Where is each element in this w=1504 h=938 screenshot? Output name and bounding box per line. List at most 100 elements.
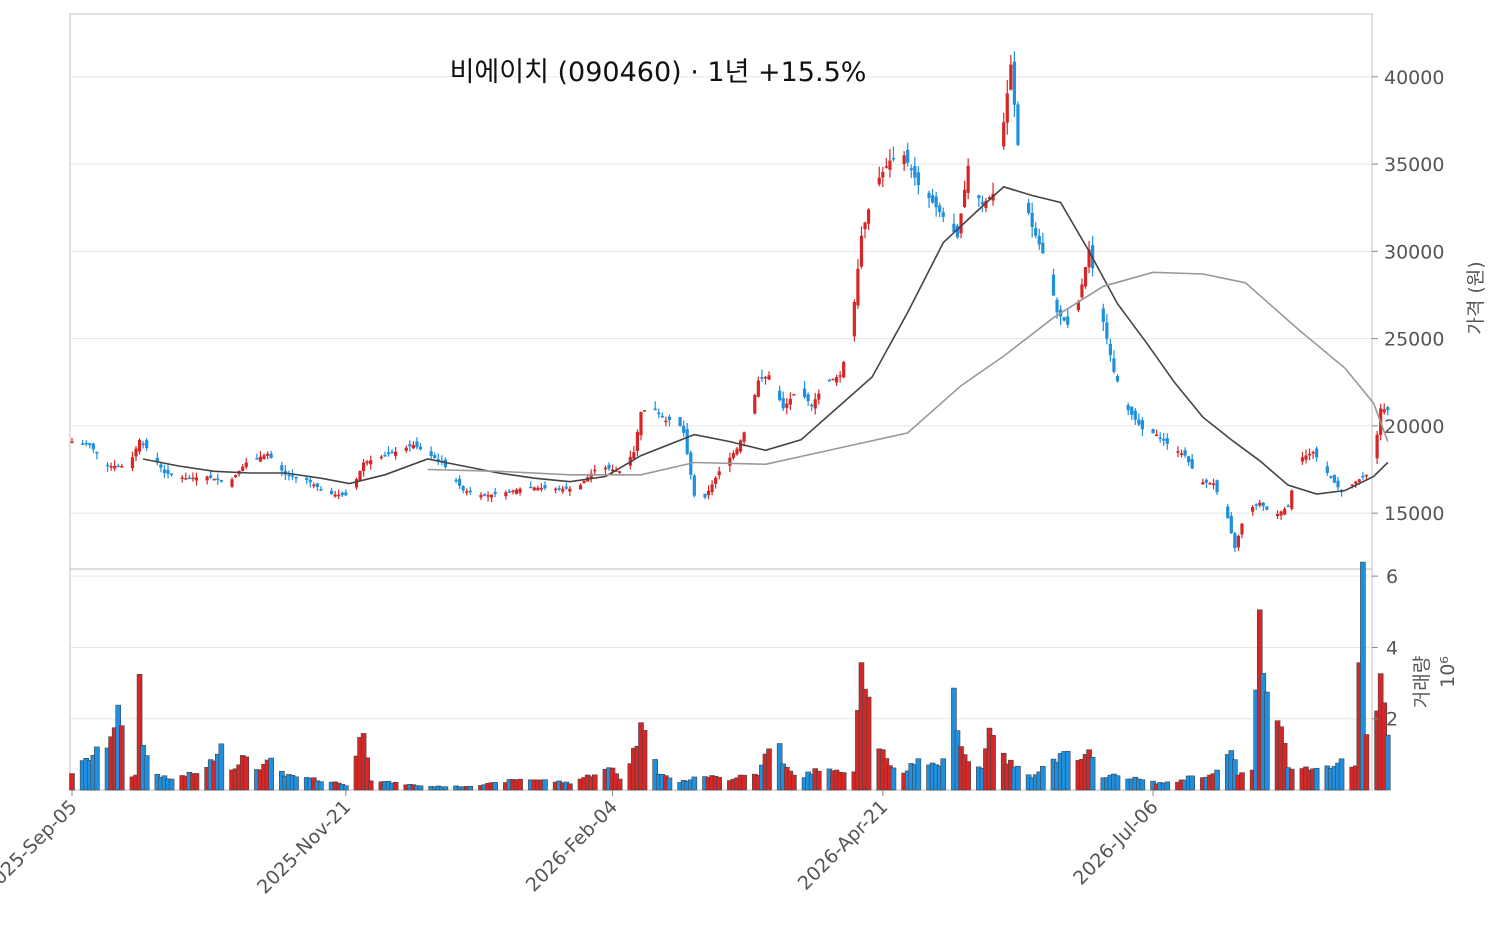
candle-body xyxy=(1357,479,1361,482)
candle-body xyxy=(479,494,483,498)
candle-body xyxy=(369,460,373,465)
volume-bar xyxy=(467,785,474,791)
candle-body xyxy=(810,404,814,407)
candle-body xyxy=(230,479,234,487)
candle-body xyxy=(902,155,906,165)
candle-body xyxy=(678,417,682,426)
candle-body xyxy=(909,168,913,171)
candle-body xyxy=(159,464,163,468)
candle-body xyxy=(468,490,472,493)
candle-body xyxy=(184,478,188,480)
candle-body xyxy=(536,487,540,491)
candle-body xyxy=(180,477,184,479)
volume-bar xyxy=(1360,561,1366,791)
price-tick-label: 25000 xyxy=(1384,329,1444,351)
candle-body xyxy=(1226,506,1230,519)
volume-bar xyxy=(641,730,648,791)
volume-bar xyxy=(691,776,698,791)
candle-body xyxy=(1325,466,1329,474)
volume-bar xyxy=(367,780,374,791)
candle-body xyxy=(934,196,938,208)
candle-body xyxy=(1041,242,1045,254)
candle-body xyxy=(888,160,892,170)
candle-body xyxy=(95,451,99,454)
candle-body xyxy=(1261,502,1265,507)
candle-body xyxy=(1027,202,1031,213)
candle-body xyxy=(785,403,789,408)
volume-bar xyxy=(915,758,922,791)
price-axis-title: 가격 (원) xyxy=(1465,261,1487,334)
candle-body xyxy=(305,477,309,480)
candle-body xyxy=(1336,480,1340,488)
price-tick-label: 40000 xyxy=(1384,67,1444,89)
candle-body xyxy=(778,390,782,401)
candle-body xyxy=(987,197,992,200)
volume-bar xyxy=(1214,769,1220,791)
candle-body xyxy=(543,485,547,489)
volume-bar xyxy=(364,757,370,791)
candle-body xyxy=(1034,228,1038,236)
candle-body xyxy=(1251,507,1255,512)
volume-bar xyxy=(1281,743,1288,791)
chart-title: 비에이치 (090460) · 1년 +15.5% xyxy=(450,57,867,88)
volume-bar xyxy=(1338,758,1345,791)
volume-tick-label: 4 xyxy=(1386,637,1398,659)
candle-body xyxy=(1101,308,1105,323)
candle-body xyxy=(1254,504,1258,506)
candle-body xyxy=(682,425,686,433)
volume-bar xyxy=(243,756,250,791)
candle-body xyxy=(1236,535,1241,548)
candle-body xyxy=(187,477,191,480)
candle-body xyxy=(842,361,846,378)
volume-bar xyxy=(517,778,523,791)
candle-body xyxy=(657,412,661,415)
candle-body xyxy=(105,464,110,467)
volume-bar xyxy=(417,785,424,791)
volume-bar xyxy=(1164,781,1171,791)
candle-body xyxy=(760,377,764,379)
volume-bar xyxy=(990,734,996,791)
candle-body xyxy=(518,488,522,493)
candle-body xyxy=(130,457,135,469)
volume-bar xyxy=(1015,765,1021,791)
candle-body xyxy=(415,441,419,448)
candle-body xyxy=(1315,448,1319,458)
candle-body xyxy=(81,443,85,445)
candle-body xyxy=(618,471,622,473)
candle-body xyxy=(354,479,359,488)
volume-bar xyxy=(1064,750,1071,791)
volume-tick-label: 2 xyxy=(1386,709,1398,731)
candle-body xyxy=(916,172,920,186)
candle-body xyxy=(1051,274,1056,296)
candle-body xyxy=(205,476,209,481)
candle-body xyxy=(653,408,657,411)
candle-body xyxy=(930,195,935,203)
candle-body xyxy=(1012,61,1016,105)
candle-body xyxy=(294,476,298,479)
price-tick-label: 15000 xyxy=(1384,503,1444,525)
volume-bar xyxy=(766,748,772,791)
candle-body xyxy=(1005,93,1009,123)
candle-body xyxy=(781,398,785,409)
candle-body xyxy=(1162,438,1166,441)
candle-body xyxy=(938,205,942,213)
candle-body xyxy=(1361,475,1365,478)
candle-body xyxy=(308,479,312,483)
candle-body xyxy=(386,452,391,455)
candle-body xyxy=(1179,453,1184,455)
volume-bar xyxy=(168,778,175,791)
candle-body xyxy=(84,442,88,445)
volume-bar xyxy=(268,757,274,791)
candle-body xyxy=(319,489,323,491)
candle-body xyxy=(511,490,515,492)
candle-body xyxy=(436,459,440,461)
moving-average-line xyxy=(142,185,1389,495)
candle-body xyxy=(756,380,760,397)
candle-body xyxy=(269,453,273,458)
candle-body xyxy=(1112,358,1116,372)
candle-body xyxy=(433,455,437,459)
candle-body xyxy=(738,440,743,452)
candle-body xyxy=(1258,502,1262,506)
candle-body xyxy=(1176,451,1180,453)
candle-body xyxy=(1332,475,1337,483)
